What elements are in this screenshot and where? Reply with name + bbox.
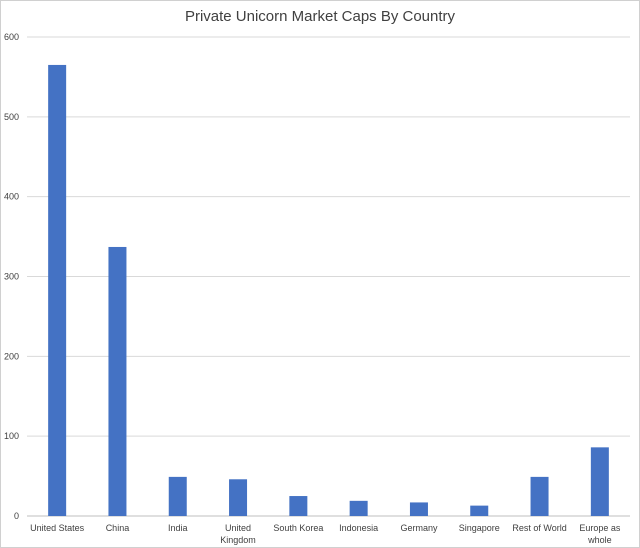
y-tick-label: 500 (4, 112, 19, 122)
x-axis-labels: United States China India United Kingdom Sout… (30, 523, 621, 545)
y-tick-label: 200 (4, 351, 19, 361)
x-tick-label: United Kingdom (220, 523, 256, 545)
x-tick-label: Germany (400, 523, 438, 533)
x-tick-label: United States (30, 523, 85, 533)
bar (229, 479, 248, 516)
y-tick-label: 0 (14, 511, 19, 521)
bar (470, 505, 489, 516)
bar (530, 476, 549, 516)
bar (409, 502, 428, 516)
bars (48, 64, 609, 517)
y-tick-label: 300 (4, 272, 19, 282)
x-tick-label: South Korea (273, 523, 323, 533)
bar (349, 500, 368, 516)
bar (168, 476, 187, 516)
y-tick-label: 600 (4, 32, 19, 42)
x-tick-label: Singapore (459, 523, 500, 533)
y-tick-label: 400 (4, 192, 19, 202)
y-tick-label: 100 (4, 431, 19, 441)
gridlines (27, 36, 630, 517)
x-tick-label: India (168, 523, 188, 533)
y-axis-ticks: 0 100 200 300 400 500 600 (4, 32, 19, 521)
bar (48, 64, 67, 517)
bar (590, 447, 609, 516)
x-tick-label: Indonesia (339, 523, 378, 533)
chart-title: Private Unicorn Market Caps By Country (185, 8, 456, 25)
x-tick-label: China (106, 523, 130, 533)
bar (289, 496, 308, 516)
x-tick-label: Rest of World (512, 523, 566, 533)
bar (108, 246, 127, 516)
x-tick-label: Europe as whole (579, 523, 621, 545)
